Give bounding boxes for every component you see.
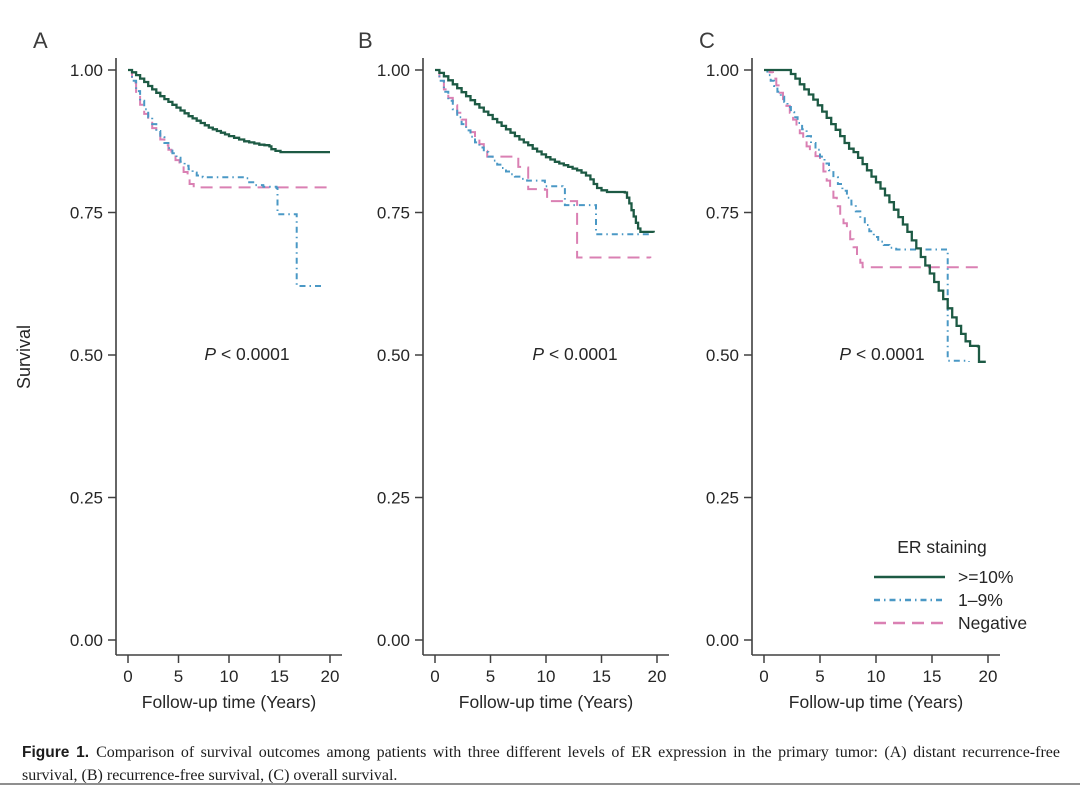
y-tick-label: 0.50 (377, 346, 410, 365)
km-curve (435, 69, 652, 259)
y-tick-label: 0.50 (706, 346, 739, 365)
survival-figure-svg: A 1.00 0.75 0.50 0.25 0.00 0 5 10 15 20 Follow-up t… (14, 28, 1027, 712)
figure-caption-text: Comparison of survival outcomes among pa… (22, 744, 1060, 784)
survival-figure: A 1.00 0.75 0.50 0.25 0.00 0 5 10 15 20 Follow-up t… (14, 28, 1027, 712)
y-tick-label: 0.25 (70, 489, 103, 508)
p-value-annotation: P < 0.0001 (839, 344, 924, 364)
x-tick-label: 15 (923, 667, 942, 686)
y-tick-label: 0.00 (706, 631, 739, 650)
y-tick-label: 0.75 (377, 204, 410, 223)
y-tick-label: 1.00 (706, 61, 739, 80)
figure-caption: Figure 1. Comparison of survival outcomes… (22, 742, 1060, 787)
km-curve (764, 68, 986, 363)
legend-label: 1–9% (958, 590, 1003, 610)
km-curve (128, 69, 330, 189)
km-curve (435, 69, 653, 236)
panel-letter: C (699, 28, 715, 53)
x-axis-title: Follow-up time (Years) (459, 692, 633, 712)
p-value-annotation: P < 0.0001 (204, 344, 289, 364)
x-tick-label: 0 (759, 667, 768, 686)
x-tick-label: 10 (867, 667, 886, 686)
x-tick-label: 10 (537, 667, 556, 686)
figure-caption-label: Figure 1. (22, 744, 90, 761)
y-axis-title: Survival (14, 325, 34, 389)
panel-B: B1.00 0.75 0.50 0.25 0.00 0 5 10 15 20 Follow-up t… (358, 28, 669, 712)
y-tick-label: 0.25 (706, 489, 739, 508)
x-tick-label: 5 (174, 667, 183, 686)
x-tick-label: 20 (979, 667, 998, 686)
km-curve (435, 68, 655, 234)
x-tick-label: 15 (270, 667, 289, 686)
km-curve (128, 69, 323, 287)
y-tick-label: 1.00 (70, 61, 103, 80)
x-tick-label: 0 (123, 667, 132, 686)
p-value-annotation: P < 0.0001 (532, 344, 617, 364)
x-tick-label: 5 (815, 667, 824, 686)
km-curve (764, 69, 981, 269)
km-curve (764, 69, 970, 362)
page-bottom-edge (0, 783, 1080, 785)
y-tick-label: 0.50 (70, 346, 103, 365)
x-tick-label: 20 (648, 667, 667, 686)
x-tick-label: 20 (321, 667, 340, 686)
x-tick-label: 5 (486, 667, 495, 686)
legend-label: >=10% (958, 567, 1013, 587)
panel-A: A 1.00 0.75 0.50 0.25 0.00 0 5 10 15 20 Follow-up t… (14, 28, 342, 712)
km-curve (128, 68, 330, 154)
y-tick-label: 0.00 (70, 631, 103, 650)
y-tick-label: 0.00 (377, 631, 410, 650)
x-axis-title: Follow-up time (Years) (142, 692, 316, 712)
x-tick-label: 10 (220, 667, 239, 686)
y-tick-label: 0.75 (706, 204, 739, 223)
x-axis-title: Follow-up time (Years) (789, 692, 963, 712)
panel-letter: A (33, 28, 48, 53)
legend-label: Negative (958, 613, 1027, 633)
x-tick-label: 0 (430, 667, 439, 686)
y-tick-label: 1.00 (377, 61, 410, 80)
legend: ER staining >=10% 1–9% Negative (874, 537, 1027, 633)
y-tick-label: 0.25 (377, 489, 410, 508)
x-tick-label: 15 (592, 667, 611, 686)
panel-letter: B (358, 28, 373, 53)
legend-title: ER staining (897, 537, 987, 557)
panel-C: C 1.00 0.75 0.50 0.25 0.00 0 5 10 15 20 Follow-up t… (699, 28, 1027, 712)
y-tick-label: 0.75 (70, 204, 103, 223)
